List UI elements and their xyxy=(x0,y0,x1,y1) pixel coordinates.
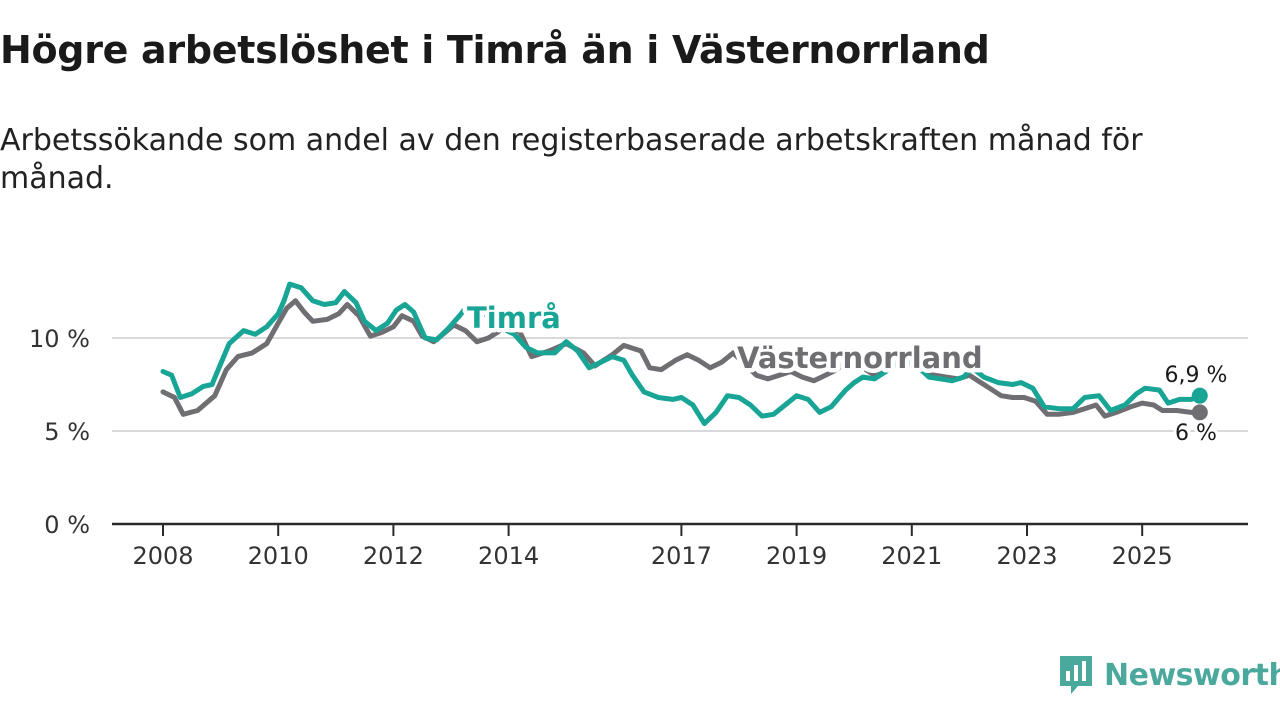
chart-title: Högre arbetslöshet i Timrå än i Västerno… xyxy=(0,28,990,72)
newsworthy-logo-icon xyxy=(1060,656,1092,694)
x-tick-label: 2012 xyxy=(363,542,424,570)
x-tick-label: 2014 xyxy=(478,542,539,570)
chart-subtitle: Arbetssökande som andel av den registerb… xyxy=(0,123,1143,196)
series-lines xyxy=(160,281,1208,427)
x-tick-label: 2025 xyxy=(1112,542,1173,570)
series-name-label: Timrå xyxy=(467,301,561,335)
gridlines: 0 % 5 % 10 % xyxy=(29,325,1248,539)
series-end-marker xyxy=(1191,387,1208,404)
x-tick-label: 2008 xyxy=(132,542,193,570)
series-name-label: Västernorrland xyxy=(737,341,983,375)
series-line-timr- xyxy=(160,281,1203,427)
x-tick-label: 2021 xyxy=(881,542,942,570)
x-tick-label: 2017 xyxy=(651,542,712,570)
series-labels: Timrå Västernorrland 6,9 % 6 % xyxy=(463,297,1231,450)
y-tick-label: 5 % xyxy=(44,418,90,446)
line-chart: 0 %5 %10 % 2008 2010 2012 2014 2017 2019 2021 2… xyxy=(29,281,1248,570)
x-axis: 2008 2010 2012 2014 2017 2019 2021 2023 2025 xyxy=(112,522,1248,570)
x-tick-label: 2019 xyxy=(766,542,827,570)
newsworthy-logo: Newsworthy xyxy=(1058,654,1280,696)
x-tick-label: 2010 xyxy=(248,542,309,570)
y-tick-label: 0 % xyxy=(44,511,90,539)
y-tick-label: 10 % xyxy=(29,325,90,353)
series-line-v-sternorrland xyxy=(160,298,1203,419)
series-end-marker xyxy=(1191,404,1208,421)
newsworthy-logo-text: Newsworthy xyxy=(1104,657,1280,693)
x-tick-label: 2023 xyxy=(996,542,1057,570)
series-end-value-label: 6,9 % xyxy=(1165,363,1228,388)
series-end-value-label: 6 % xyxy=(1175,421,1217,446)
